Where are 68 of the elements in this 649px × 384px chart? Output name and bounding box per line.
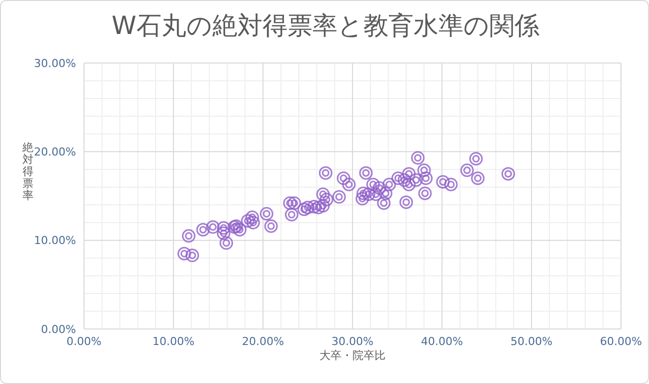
point <box>332 190 346 204</box>
point <box>377 196 391 210</box>
point <box>316 199 330 213</box>
point <box>471 172 485 186</box>
point <box>312 200 326 214</box>
point <box>372 181 386 195</box>
point <box>356 186 370 200</box>
y-tick-label: 0.00% <box>41 322 76 336</box>
point <box>378 186 392 200</box>
point <box>246 216 260 230</box>
point <box>436 175 450 189</box>
point <box>316 187 330 201</box>
y-tick-label: 20.00% <box>34 146 76 159</box>
point <box>283 196 297 210</box>
point <box>391 172 405 186</box>
point <box>359 166 373 180</box>
point <box>402 178 416 192</box>
point <box>186 248 200 262</box>
x-tick-label: 60.00% <box>600 334 642 348</box>
point <box>369 187 383 201</box>
point <box>232 222 246 236</box>
point <box>356 192 370 206</box>
point <box>182 229 196 243</box>
point <box>398 173 412 187</box>
x-tick-label: 10.00% <box>152 334 194 348</box>
point <box>419 172 433 186</box>
point <box>501 167 515 181</box>
point <box>342 178 356 192</box>
x-tick-label: 40.00% <box>421 334 463 348</box>
point <box>307 200 321 214</box>
point <box>196 222 210 236</box>
point <box>320 192 334 206</box>
point <box>220 236 234 250</box>
point <box>216 226 230 240</box>
point <box>177 246 191 260</box>
point <box>411 151 425 165</box>
point <box>469 152 483 166</box>
x-tick-label: 30.00% <box>332 334 374 348</box>
point <box>362 187 376 201</box>
point <box>260 206 274 220</box>
point <box>318 166 332 180</box>
point <box>246 210 260 224</box>
point <box>460 164 474 178</box>
point <box>366 178 380 192</box>
point <box>418 186 432 200</box>
x-tick-label: 50.00% <box>510 334 552 348</box>
chart-title: W石丸の絶対得票率と教育水準の関係 <box>110 10 540 42</box>
point <box>216 221 230 235</box>
y-tick-label: 30.00% <box>34 56 76 70</box>
x-tick-label: 20.00% <box>242 334 284 348</box>
point <box>402 167 416 181</box>
point <box>417 164 431 178</box>
point <box>297 202 311 216</box>
y-tick-label: 10.00% <box>34 234 76 248</box>
point <box>409 173 423 187</box>
x-axis-title: 大卒・院卒比 <box>320 348 386 362</box>
point <box>301 200 314 214</box>
point <box>399 195 413 209</box>
point <box>284 208 298 222</box>
point <box>241 214 255 228</box>
point <box>288 196 302 210</box>
point <box>382 178 396 192</box>
y-axis-title: 絶対得票率 <box>22 141 34 202</box>
point <box>444 178 458 192</box>
point <box>336 172 350 186</box>
x-tick-label: 0.00% <box>66 334 102 348</box>
point <box>264 219 278 233</box>
point <box>206 220 220 234</box>
